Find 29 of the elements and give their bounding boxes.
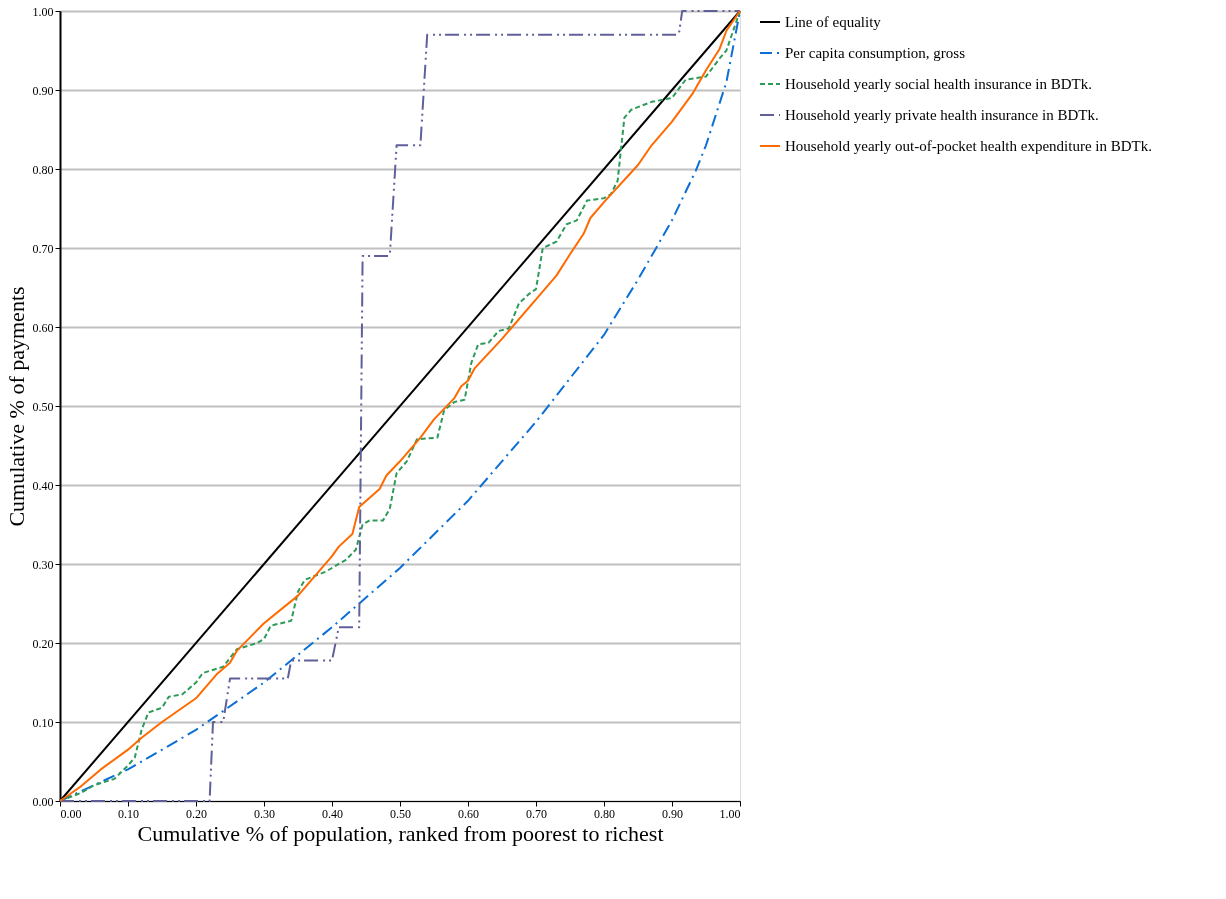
y-tick-label: 0.50 xyxy=(32,399,54,414)
x-tick-label: 0.10 xyxy=(118,806,139,821)
legend-label: Line of equality xyxy=(785,14,882,30)
y-tick-label: 0.10 xyxy=(32,715,54,730)
x-tick-label: 0.60 xyxy=(458,806,479,821)
y-tick-label: 0.90 xyxy=(32,83,54,98)
y-tick-label: 0.60 xyxy=(32,320,54,335)
y-tick-label: 0.00 xyxy=(32,794,54,809)
x-tick-label: 1.00 xyxy=(719,806,741,821)
y-tick-label: 0.70 xyxy=(32,241,54,256)
x-tick-label: 0.70 xyxy=(526,806,547,821)
x-tick-label: 0.90 xyxy=(662,806,683,821)
y-tick-label: 0.40 xyxy=(32,478,54,493)
legend-label: Household yearly out-of-pocket health expenditure in BDTk. xyxy=(785,138,1152,154)
legend-label: Household yearly social health insurance in BDTk. xyxy=(785,76,1093,92)
y-tick-label: 0.20 xyxy=(32,636,54,651)
x-tick-label: 0.50 xyxy=(390,806,411,821)
x-tick-label: 0.30 xyxy=(254,806,275,821)
x-axis-title: Cumulative % of population, ranked from poorest to richest xyxy=(137,820,664,846)
y-tick-label: 1.00 xyxy=(32,4,54,19)
legend-label: Household yearly private health insurance in BDTk. xyxy=(785,107,1099,123)
y-axis-title: Cumulative % of payments xyxy=(3,286,29,527)
y-tick-label: 0.30 xyxy=(32,557,54,572)
y-tick-label: 0.80 xyxy=(32,162,54,177)
x-tick-label: 0.20 xyxy=(186,806,207,821)
x-tick-label: 0.40 xyxy=(322,806,343,821)
legend-label: Per capita consumption, gross xyxy=(785,45,966,61)
x-tick-label: 0.00 xyxy=(60,806,82,821)
x-tick-label: 0.80 xyxy=(594,806,615,821)
